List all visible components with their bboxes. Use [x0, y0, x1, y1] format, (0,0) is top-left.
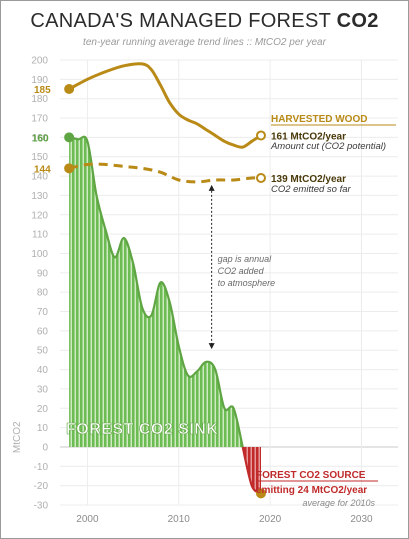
title-bold: CO2 [336, 10, 379, 32]
title-main: CANADA'S MANAGED FOREST [30, 10, 337, 32]
forest-sink-line [68, 135, 244, 448]
source-title: FOREST CO2 SOURCE [256, 470, 366, 481]
y-tick-label: 160 [31, 133, 48, 144]
harvest-desc: Amount cut (CO2 potential) [270, 141, 386, 152]
emitted-end-point [255, 173, 266, 184]
emitted-start-label: 144 [34, 164, 51, 175]
y-tick-label: 200 [31, 56, 48, 67]
emitted-desc: CO2 emitted so far [271, 184, 352, 195]
x-tick-label: 2030 [350, 514, 373, 525]
y-tick-label: 40 [37, 365, 49, 376]
chart-subtitle: ten-year running average trend lines :: … [83, 37, 326, 48]
y-tick-label: 80 [37, 288, 49, 299]
y-tick-label: 150 [31, 152, 48, 163]
sink-start-point [64, 132, 75, 143]
emitted-value: 139 MtCO2/year [271, 174, 346, 185]
y-axis-label: MtCO2 [12, 421, 23, 453]
x-tick-label: 2010 [168, 514, 191, 525]
source-end-point [255, 488, 266, 499]
y-tick-label: 180 [31, 94, 48, 105]
x-tick-label: 2020 [259, 514, 282, 525]
y-tick-label: 30 [37, 384, 49, 395]
y-tick-label: 90 [37, 268, 49, 279]
source-value: emitting 24 MtCO2/year [256, 485, 367, 496]
harvest-start-point [64, 84, 75, 95]
harvest-end-point [255, 130, 266, 141]
y-tick-label: 20 [37, 404, 49, 415]
harvest-value: 161 MtCO2/year [271, 131, 346, 142]
y-tick-label: 110 [32, 230, 48, 241]
y-tick-label: 130 [31, 191, 48, 202]
sink-start-label: 160 [32, 133, 49, 144]
x-tick-label: 2000 [76, 514, 99, 525]
chart-title: CANADA'S MANAGED FOREST CO2 [0, 10, 409, 33]
y-tick-label: 60 [37, 326, 49, 337]
y-tick-label: 120 [31, 210, 48, 221]
gap-arrow-head-top [208, 184, 215, 191]
y-tick-label: 10 [37, 423, 49, 434]
harvested-wood-line [68, 62, 262, 149]
y-tick-label: 0 [42, 442, 48, 453]
y-tick-label: 50 [37, 346, 49, 357]
harvest-start-label: 185 [34, 85, 51, 96]
y-tick-label: 190 [31, 75, 48, 86]
gap-note-line3: to atmosphere [218, 278, 276, 288]
co2-emitted-line [68, 162, 262, 184]
y-tick-label: -20 [34, 481, 49, 492]
gap-arrow-head-bottom [208, 343, 215, 350]
harvest-title: HARVESTED WOOD [271, 114, 368, 125]
y-tick-label: -30 [34, 501, 49, 512]
y-tick-label: 70 [37, 307, 49, 318]
y-tick-label: 170 [31, 114, 48, 125]
y-tick-label: -10 [34, 462, 49, 473]
forest-sink-label: FOREST CO2 SINK [66, 421, 218, 438]
y-tick-label: 100 [31, 249, 48, 260]
gap-note-line1: gap is annual [218, 254, 273, 264]
forest-source-area [242, 446, 261, 494]
y-tick-label: 140 [31, 172, 48, 183]
emitted-start-point [64, 163, 75, 174]
gap-note-line2: CO2 added [218, 266, 265, 276]
source-desc: average for 2010s [302, 498, 375, 508]
